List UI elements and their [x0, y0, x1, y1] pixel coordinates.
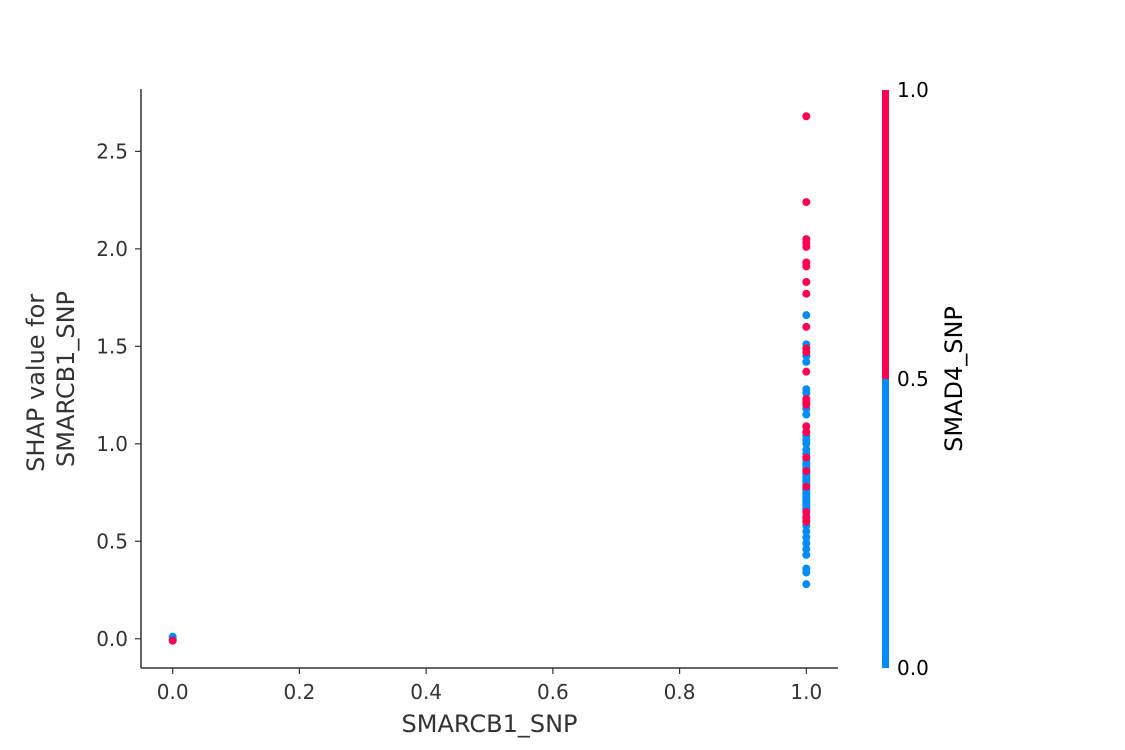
y-tick-label: 1.5: [96, 334, 128, 358]
colorbar-tick-label: 1.0: [897, 78, 929, 102]
data-point: [802, 348, 811, 357]
x-axis-ticks: 0.0 0.2 0.4 0.6 0.8 1.0: [157, 668, 822, 704]
y-tick-label: 0.0: [96, 627, 128, 651]
data-point: [802, 410, 811, 419]
data-point: [802, 580, 811, 589]
data-point: [802, 467, 811, 476]
x-tick-label: 0.4: [410, 680, 442, 704]
colorbar-title: SMAD4_SNP: [940, 306, 968, 452]
data-point: [802, 422, 811, 431]
data-point: [802, 439, 811, 448]
data-point: [802, 400, 811, 409]
data-point: [802, 278, 811, 286]
colorbar: [882, 90, 889, 668]
colorbar-ticks: 0.0 0.5 1.0: [897, 78, 929, 680]
y-axis-title-line-2: SMARCB1_SNP: [52, 291, 80, 467]
y-axis-title-line-1: SHAP value for: [22, 294, 50, 472]
y-axis-title: SHAP value for SMARCB1_SNP: [22, 286, 80, 472]
data-point: [802, 428, 811, 437]
x-axis-title: SMARCB1_SNP: [402, 710, 578, 738]
y-tick-label: 1.0: [96, 432, 128, 456]
data-point: [802, 262, 811, 271]
x-tick-label: 0.0: [157, 680, 189, 704]
y-axis-ticks: 0.0 0.5 1.0 1.5 2.0 2.5: [96, 139, 141, 651]
data-point: [802, 568, 811, 577]
data-point: [802, 357, 811, 366]
data-point: [802, 198, 811, 207]
data-point: [802, 389, 811, 398]
data-point: [802, 311, 811, 320]
scatter-points: [168, 112, 811, 645]
colorbar-tick-label: 0.0: [897, 656, 929, 680]
data-point: [802, 550, 811, 559]
data-point: [802, 527, 811, 536]
x-tick-label: 0.2: [284, 680, 316, 704]
data-point: [802, 453, 811, 462]
data-point: [802, 482, 811, 491]
colorbar-tick-label: 0.5: [897, 367, 929, 391]
data-point: [802, 508, 811, 517]
data-point: [802, 545, 811, 554]
x-tick-label: 0.8: [664, 680, 696, 704]
y-tick-label: 2.0: [96, 237, 128, 261]
data-point: [802, 517, 811, 526]
data-point: [802, 112, 811, 121]
x-tick-label: 0.6: [537, 680, 569, 704]
data-point: [168, 636, 177, 645]
data-point: [802, 322, 811, 331]
y-tick-label: 0.5: [96, 529, 128, 553]
data-point: [802, 367, 811, 376]
data-point: [802, 533, 811, 542]
y-tick-label: 2.5: [96, 139, 128, 163]
data-point: [802, 242, 811, 251]
data-point: [802, 289, 811, 298]
data-point: [802, 539, 811, 548]
x-tick-label: 1.0: [790, 680, 822, 704]
